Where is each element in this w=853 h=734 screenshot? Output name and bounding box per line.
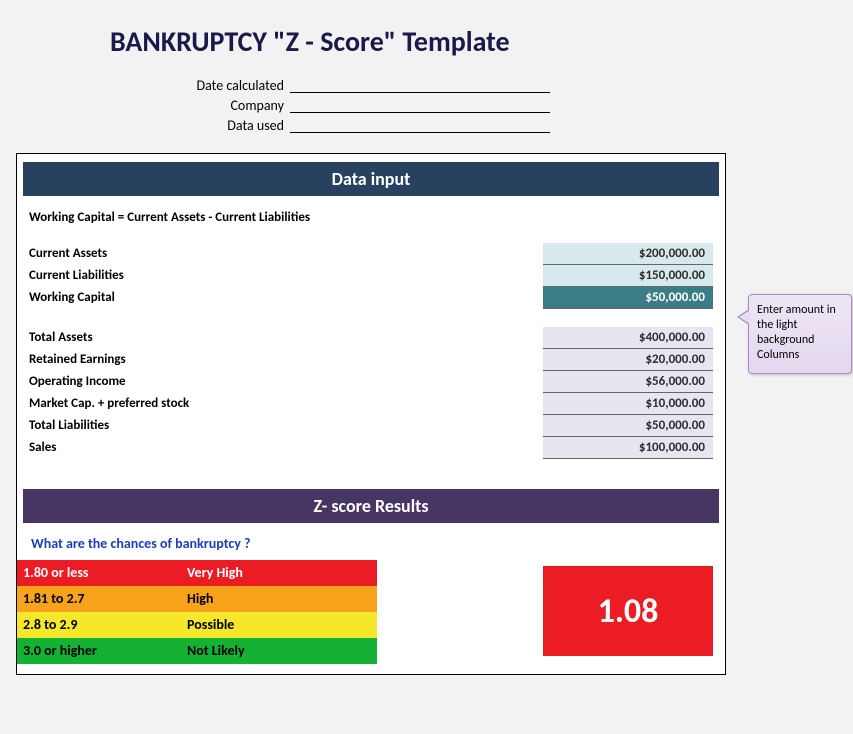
label-total-liabilities: Total Liabilities	[23, 415, 403, 437]
band-data-input: Data input	[23, 162, 719, 196]
band-results: Z- score Results	[23, 489, 719, 523]
page-title: BANKRUPTCY "Z - Score" Template	[110, 24, 845, 59]
legend-text-0: Very High	[177, 560, 377, 586]
meta-company-input[interactable]	[290, 97, 550, 113]
meta-date-input[interactable]	[290, 77, 550, 93]
legend-range-2: 2.8 to 2.9	[17, 612, 177, 638]
value-market-cap[interactable]: $10,000.00	[543, 393, 713, 415]
legend-text-2: Possible	[177, 612, 377, 638]
meta-company-label: Company	[170, 97, 290, 114]
meta-dataused-input[interactable]	[290, 117, 550, 133]
meta-dataused-label: Data used	[170, 117, 290, 134]
value-total-liabilities[interactable]: $50,000.00	[543, 415, 713, 437]
value-current-liabilities[interactable]: $150,000.00	[543, 265, 713, 287]
results-question: What are the chances of bankruptcy ?	[31, 535, 725, 552]
value-total-assets[interactable]: $400,000.00	[543, 327, 713, 349]
worksheet: Data input Working Capital = Current Ass…	[16, 153, 726, 675]
legend-text-3: Not Likely	[177, 638, 377, 664]
legend-range-0: 1.80 or less	[17, 560, 177, 586]
label-current-liabilities: Current Liabilities	[23, 265, 403, 287]
label-working-capital: Working Capital	[23, 287, 403, 309]
meta-block: Date calculated Company Data used	[170, 75, 845, 135]
label-total-assets: Total Assets	[23, 327, 403, 349]
value-retained-earnings[interactable]: $20,000.00	[543, 349, 713, 371]
value-current-assets[interactable]: $200,000.00	[543, 243, 713, 265]
label-market-cap: Market Cap. + preferred stock	[23, 393, 403, 415]
label-retained-earnings: Retained Earnings	[23, 349, 403, 371]
legend-range-3: 3.0 or higher	[17, 638, 177, 664]
hint-callout: Enter amount in the light background Col…	[748, 294, 852, 374]
z-score-result: 1.08	[543, 566, 713, 656]
label-sales: Sales	[23, 437, 403, 459]
label-operating-income: Operating Income	[23, 371, 403, 393]
legend-text-1: High	[177, 586, 377, 612]
label-current-assets: Current Assets	[23, 243, 403, 265]
legend-range-1: 1.81 to 2.7	[17, 586, 177, 612]
value-operating-income[interactable]: $56,000.00	[543, 371, 713, 393]
value-working-capital: $50,000.00	[543, 287, 713, 309]
working-capital-formula: Working Capital = Current Assets - Curre…	[29, 210, 717, 225]
legend-table: 1.80 or less Very High 1.81 to 2.7 High …	[17, 560, 377, 664]
value-sales[interactable]: $100,000.00	[543, 437, 713, 459]
meta-date-label: Date calculated	[170, 77, 290, 94]
